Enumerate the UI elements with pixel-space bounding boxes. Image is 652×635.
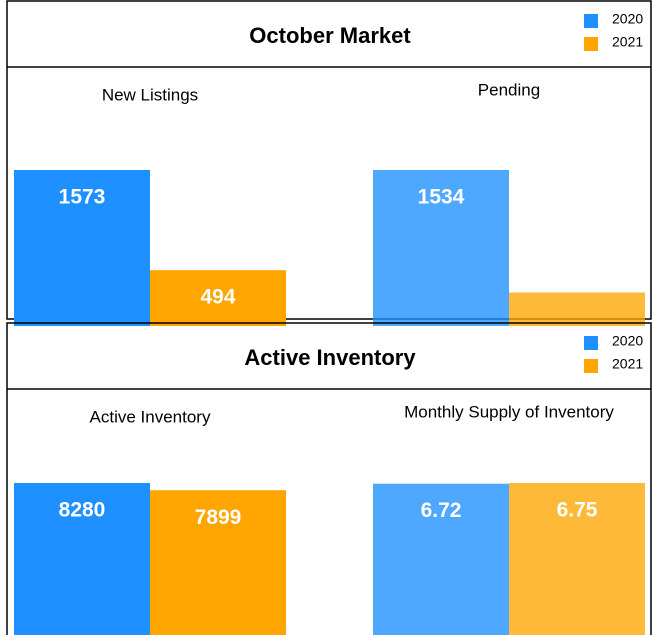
legend-label: 2021	[612, 34, 643, 50]
bar	[509, 483, 645, 635]
chart-title: Monthly Supply of Inventory	[404, 402, 614, 421]
legend-swatch	[584, 336, 598, 350]
legend-label: 2021	[612, 356, 643, 372]
value-label: 1573	[59, 186, 106, 209]
bar	[14, 170, 150, 326]
bar	[150, 490, 286, 635]
value-label: 7899	[195, 506, 242, 529]
panel-frame	[6, 0, 652, 320]
value-label: 494	[200, 286, 235, 309]
panel-frame	[6, 322, 652, 635]
chart-title: Pending	[478, 80, 540, 99]
chart-title: New Listings	[102, 85, 198, 104]
legend-label: 2020	[612, 11, 643, 27]
legend-label: 2020	[612, 333, 643, 349]
legend-swatch	[584, 359, 598, 373]
panel-title: October Market	[249, 23, 411, 48]
bar	[373, 483, 509, 635]
bar	[14, 483, 150, 635]
legend-swatch	[584, 14, 598, 28]
value-label: 6.75	[557, 499, 598, 522]
value-label: 6.72	[421, 499, 462, 522]
bar	[373, 170, 509, 326]
value-label: 1534	[418, 186, 465, 209]
chart-title: Active Inventory	[90, 407, 211, 426]
bar	[509, 292, 645, 326]
panel-title: Active Inventory	[244, 345, 416, 370]
bar	[150, 270, 286, 326]
legend-swatch	[584, 37, 598, 51]
value-label: 8280	[59, 499, 106, 522]
